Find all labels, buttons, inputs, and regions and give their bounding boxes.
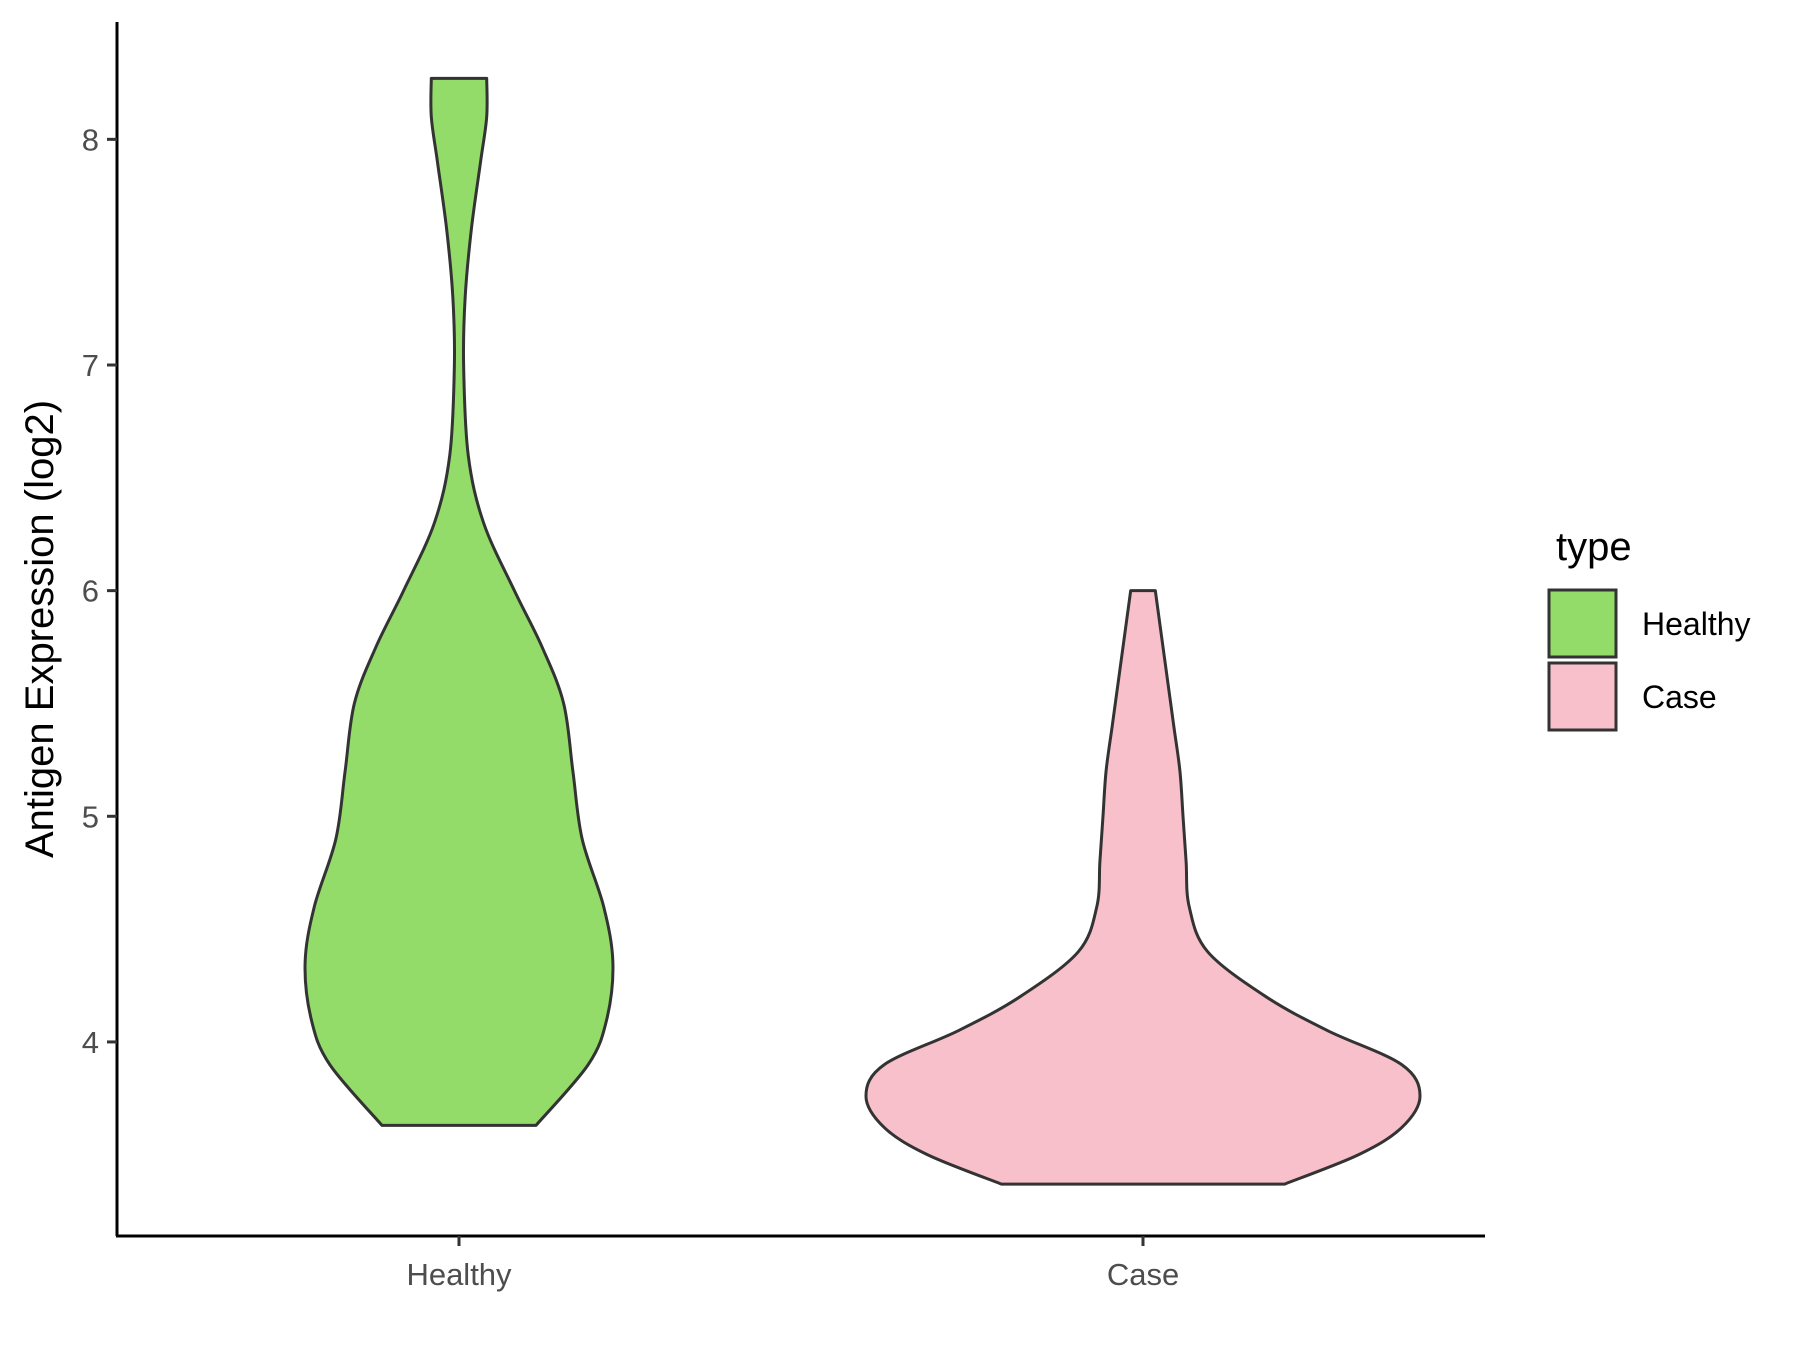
violin-healthy	[303, 76, 615, 1127]
y-tick-label: 6	[82, 574, 99, 609]
x-ticks: Healthy Case	[406, 1236, 1179, 1292]
legend-key-case	[1547, 661, 1618, 732]
y-tick-label: 7	[82, 348, 99, 383]
violin-layer	[303, 76, 1422, 1186]
legend-label-healthy: Healthy	[1642, 606, 1751, 642]
legend-label-case: Case	[1642, 679, 1717, 715]
y-axis-title: Antigen Expression (log2)	[18, 400, 62, 858]
y-ticks: 4 5 6 7 8	[82, 122, 117, 1060]
violin-case	[864, 589, 1422, 1186]
legend: type Healthy Case	[1547, 525, 1751, 732]
x-tick-label: Case	[1107, 1257, 1179, 1292]
y-tick-label: 8	[82, 122, 99, 157]
legend-title: type	[1556, 525, 1632, 569]
y-tick-label: 4	[82, 1025, 99, 1060]
x-tick-label: Healthy	[406, 1257, 512, 1292]
y-tick-label: 5	[82, 799, 99, 834]
legend-key-healthy	[1547, 588, 1618, 659]
